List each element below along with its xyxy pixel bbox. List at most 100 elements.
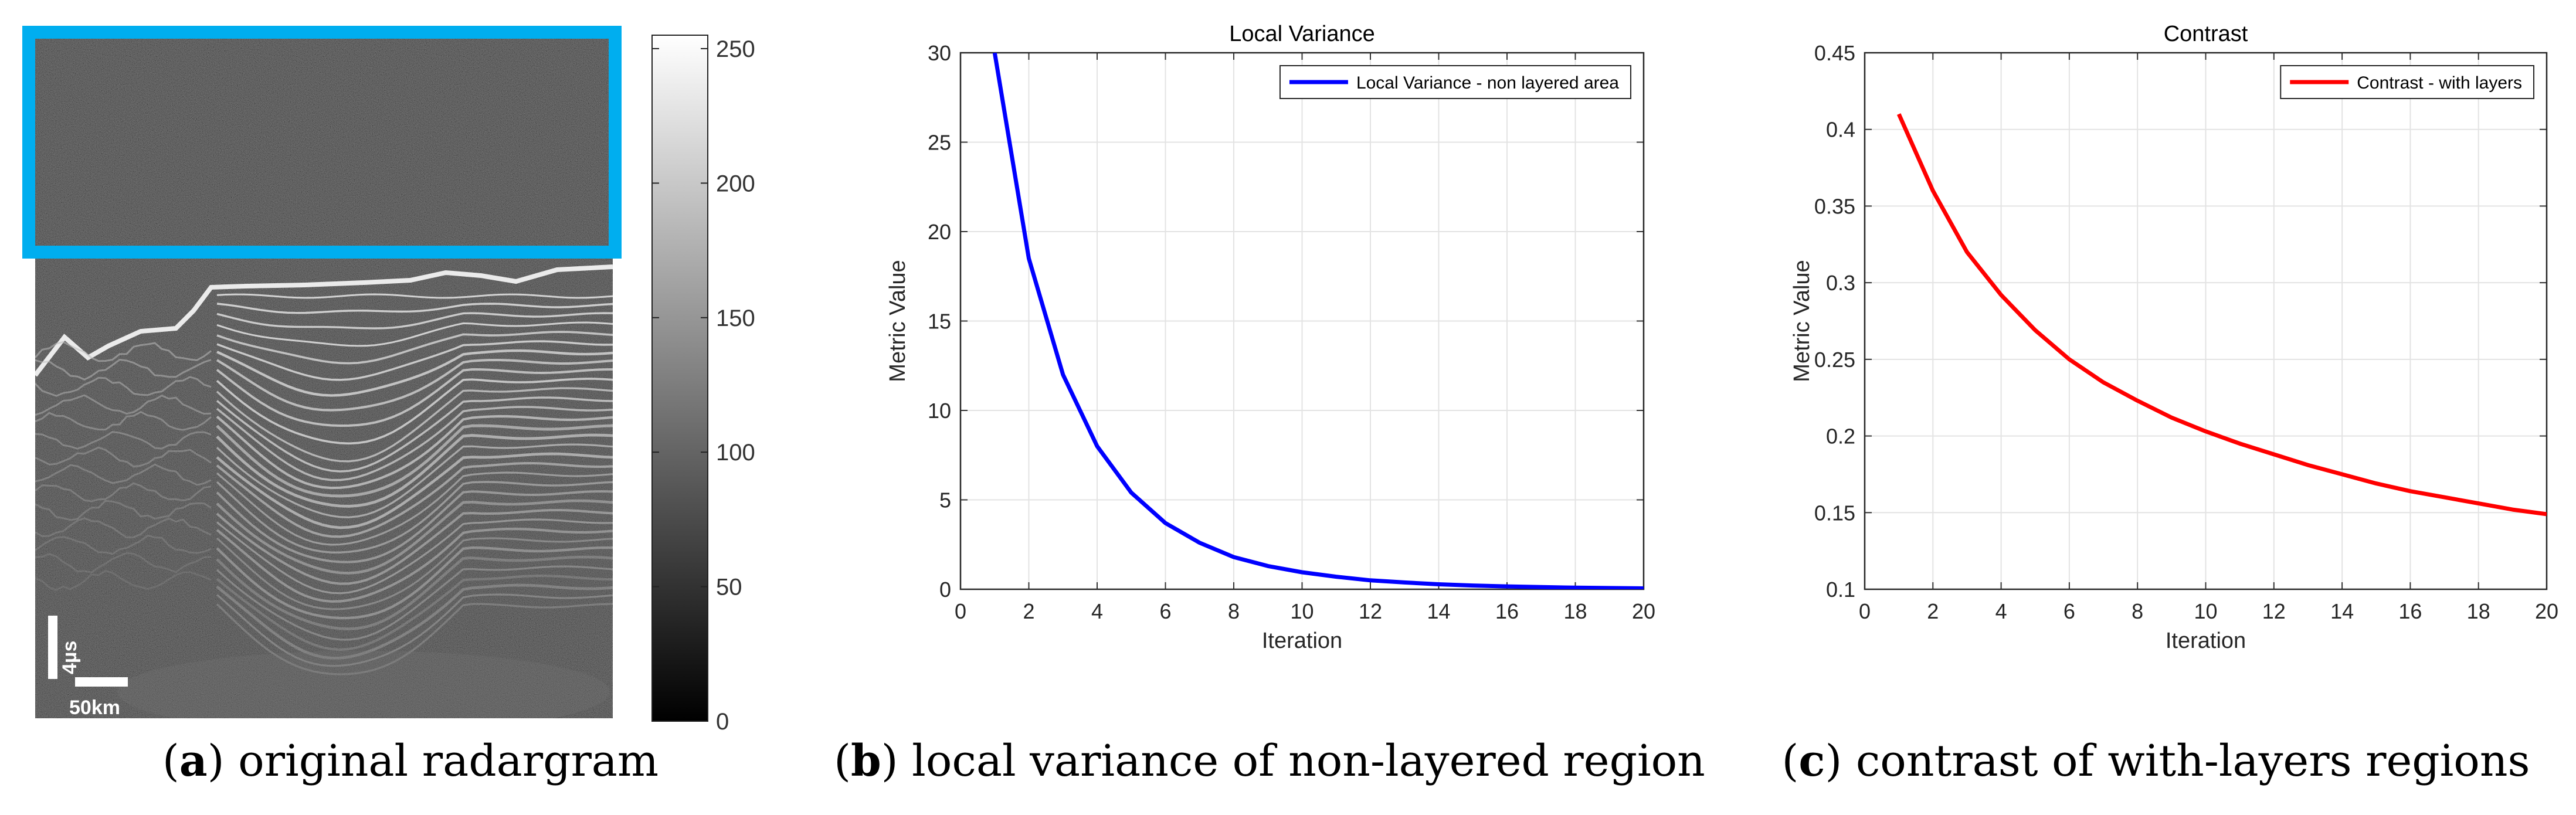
radargram-layer <box>216 537 613 610</box>
x-axis-label: Iteration <box>2166 629 2246 653</box>
contrast-chart: 0 2 4 6 8 10 12 14 16 18 20 0.1 0.15 0.2 0.25 0.3 0.35 0.… <box>1790 22 2558 653</box>
legend-label: Contrast - with layers <box>2357 73 2522 93</box>
y-tick-label: 25 <box>928 131 951 155</box>
y-tick-label: 5 <box>939 488 951 512</box>
colorbar-ticks: 250 200 150 100 50 0 <box>652 36 755 735</box>
caption-c-letter: c <box>1798 736 1825 786</box>
y-tick-label: 15 <box>928 310 951 334</box>
radargram-layer <box>216 368 613 427</box>
radargram-layer <box>216 603 613 675</box>
radargram-layer <box>216 452 613 529</box>
radargram-layer <box>216 518 613 595</box>
y-tick-label: 0.25 <box>1814 348 1855 372</box>
radargram-figure: 4µs 50km 250 200 150 100 50 0 <box>22 26 755 735</box>
non-layered-region-highlight <box>22 26 622 259</box>
x-tick-label: 18 <box>1563 599 1587 623</box>
local-variance-chart-panel: 0 2 4 6 8 10 12 14 16 18 20 0 5 10 15 20 25 30 Local Varia… <box>868 0 1671 733</box>
x-tick-label: 2 <box>1023 599 1034 623</box>
radargram-layer <box>216 574 613 651</box>
radargram-layer <box>216 527 613 603</box>
x-tick-label: 12 <box>1359 599 1382 623</box>
radargram-layer <box>35 534 212 555</box>
x-tick-label: 4 <box>1995 599 2007 623</box>
radargram-layer <box>216 499 613 575</box>
chart-title: Contrast <box>2164 22 2248 46</box>
x-tick-label: 2 <box>1927 599 1939 623</box>
chart-title: Local Variance <box>1229 22 1375 46</box>
radargram-layer <box>216 593 613 667</box>
x-tick-label: 8 <box>1228 599 1240 623</box>
x-tick-label: 4 <box>1091 599 1103 623</box>
radargram-layer <box>216 508 613 585</box>
x-tick-label: 6 <box>2063 599 2075 623</box>
radargram-layer <box>216 312 613 330</box>
caption-c-text: contrast of with-layers regions <box>1842 736 2530 786</box>
radargram-layer <box>35 394 212 416</box>
radargram-basal-return <box>117 651 610 718</box>
x-tick-label: 20 <box>1632 599 1655 623</box>
colorbar-tick-label: 150 <box>716 305 755 331</box>
radargram-layer <box>216 555 613 630</box>
y-tick-label: 0.2 <box>1826 425 1855 449</box>
y-tick-label: 0.15 <box>1814 501 1855 525</box>
series-line <box>992 53 1644 589</box>
radargram-layer <box>35 463 212 486</box>
plot-frame <box>959 52 1645 590</box>
radargram-layer <box>35 517 212 539</box>
radargram-layer <box>216 396 613 473</box>
caption-a: (a) original radargram <box>162 736 659 786</box>
radargram-layer <box>35 500 212 521</box>
x-tick-label: 12 <box>2262 599 2286 623</box>
radargram-layer <box>216 433 613 508</box>
radargram-layer <box>216 358 613 412</box>
y-axis-label: Metric Value <box>885 260 910 382</box>
time-scale-label: 4µs <box>59 641 81 674</box>
radargram-layer <box>35 376 212 397</box>
distance-scale-bar <box>75 677 128 687</box>
x-tick-label: 0 <box>955 599 966 623</box>
x-tick-label: 10 <box>1290 599 1314 623</box>
y-tick-label: 0.4 <box>1826 118 1855 142</box>
radargram-layer <box>216 462 613 538</box>
caption-b-letter: b <box>851 736 881 786</box>
radargram-layer <box>216 565 613 641</box>
radargram-layer <box>216 303 613 314</box>
radargram-layer <box>216 321 613 347</box>
x-tick-label: 6 <box>1159 599 1171 623</box>
time-scale-bar <box>48 616 57 679</box>
caption-a-letter: a <box>179 736 208 786</box>
x-tick-label: 18 <box>2467 599 2490 623</box>
radargram-layer <box>216 490 613 563</box>
radargram-layer <box>35 430 212 450</box>
radargram-layer <box>216 340 613 381</box>
radargram-layer <box>216 406 613 481</box>
radargram-layer <box>35 552 212 573</box>
distance-scale-label: 50km <box>69 697 120 719</box>
radargram-layer <box>216 424 613 498</box>
y-tick-label: 0.1 <box>1826 578 1855 602</box>
y-tick-label: 0.35 <box>1814 194 1855 218</box>
colorbar-tick-label: 100 <box>716 440 755 466</box>
radargram-layer <box>216 583 613 660</box>
colorbar <box>651 35 708 722</box>
radargram-layer <box>35 482 212 502</box>
x-tick-label: 16 <box>1495 599 1519 623</box>
caption-c: (c) contrast of with-layers regions <box>1781 736 2530 786</box>
caption-b-text: local variance of non-layered region <box>898 736 1705 786</box>
radargram-reflector-layers <box>35 264 613 718</box>
radargram-layer <box>216 481 613 554</box>
radargram-surface-echo <box>35 264 613 377</box>
radargram-layer <box>35 446 212 468</box>
radargram-layer <box>216 331 613 365</box>
x-tick-label: 14 <box>2330 599 2354 623</box>
y-tick-label: 0.45 <box>1814 41 1855 65</box>
colorbar-tick-label: 0 <box>716 709 729 733</box>
radargram-layer <box>216 293 613 299</box>
y-tick-label: 0 <box>939 578 951 602</box>
y-tick-label: 10 <box>928 399 951 423</box>
radargram-layer <box>35 358 212 381</box>
x-tick-label: 8 <box>2132 599 2143 623</box>
legend-label: Local Variance - non layered area <box>1356 73 1619 93</box>
radargram-layer <box>35 569 212 591</box>
radargram-layer <box>216 378 613 445</box>
